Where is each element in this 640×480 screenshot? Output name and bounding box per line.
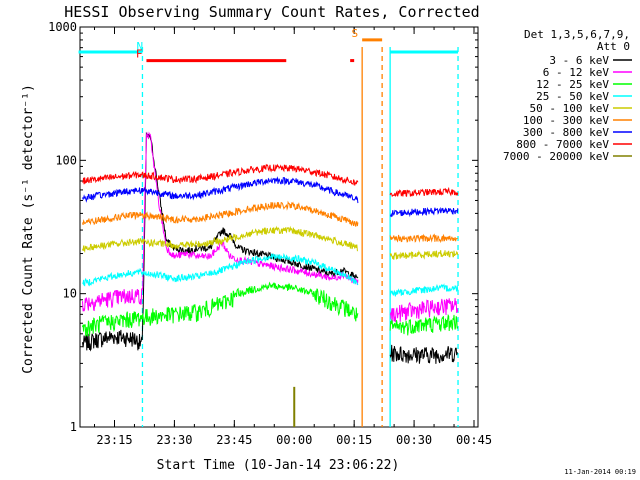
legend-header-line-1: Det 1,3,5,6,7,9, [524, 28, 630, 41]
series-line-6-a [82, 176, 359, 204]
series-line-6-b [389, 206, 459, 218]
series-line-7-a [82, 163, 359, 186]
x-tick-label: 00:15 [336, 433, 372, 447]
series-line-4-a [82, 225, 358, 253]
legend-label: 3 - 6 keV [549, 54, 609, 67]
series-line-7-b [389, 186, 459, 198]
legend-label: 50 - 100 keV [530, 102, 610, 115]
legend-label: 12 - 25 keV [536, 78, 609, 91]
y-tick-label: 1000 [48, 20, 77, 34]
series-line-2-b [389, 313, 459, 336]
legend-label: 25 - 50 keV [536, 90, 609, 103]
x-tick-label: 23:30 [156, 433, 192, 447]
x-tick-label: 23:45 [216, 433, 252, 447]
timestamp: 11-Jan-2014 00:19 [564, 468, 636, 476]
series-line-1-a [82, 131, 359, 312]
flag-label-N: N [137, 40, 144, 53]
flag-label-S: S [352, 27, 359, 40]
x-tick-label: 00:00 [276, 433, 312, 447]
y-tick-label: 1 [70, 420, 77, 434]
x-tick-label: 23:15 [96, 433, 132, 447]
series-line-1-b [389, 298, 459, 323]
series-line-2-a [82, 281, 359, 337]
series-line-5-b [389, 233, 458, 244]
y-tick-label: 10 [63, 287, 77, 301]
x-axis-label: Start Time (10-Jan-14 23:06:22) [157, 458, 400, 473]
series-line-0-a [82, 131, 359, 352]
series-line-3-a [82, 252, 359, 287]
legend-label: 100 - 300 keV [523, 114, 609, 127]
series-line-0-b [389, 344, 458, 364]
legend-label: 6 - 12 keV [543, 66, 610, 79]
flag-label-F: F [136, 48, 143, 61]
legend-label: 7000 - 20000 keV [503, 150, 609, 163]
legend-header-line-2: Att 0 [597, 40, 630, 53]
plot-area: 1 10 100 1000 23:15 23:30 23:45 00:00 00:15 00:30… [48, 20, 492, 447]
series-line-3-b [389, 283, 459, 297]
legend-label: 800 - 7000 keV [516, 138, 609, 151]
y-tick-label: 100 [55, 153, 77, 167]
x-tick-label: 00:30 [396, 433, 432, 447]
legend-label: 300 - 800 keV [523, 126, 609, 139]
chart-title: HESSI Observing Summary Count Rates, Cor… [64, 3, 479, 21]
plot-frame [79, 26, 479, 428]
series-line-4-b [389, 250, 459, 260]
y-axis-label: Corrected Count Rate (s⁻¹ detector⁻¹) [21, 84, 36, 374]
series-line-5-a [82, 200, 359, 227]
x-tick-label: 00:45 [456, 433, 492, 447]
